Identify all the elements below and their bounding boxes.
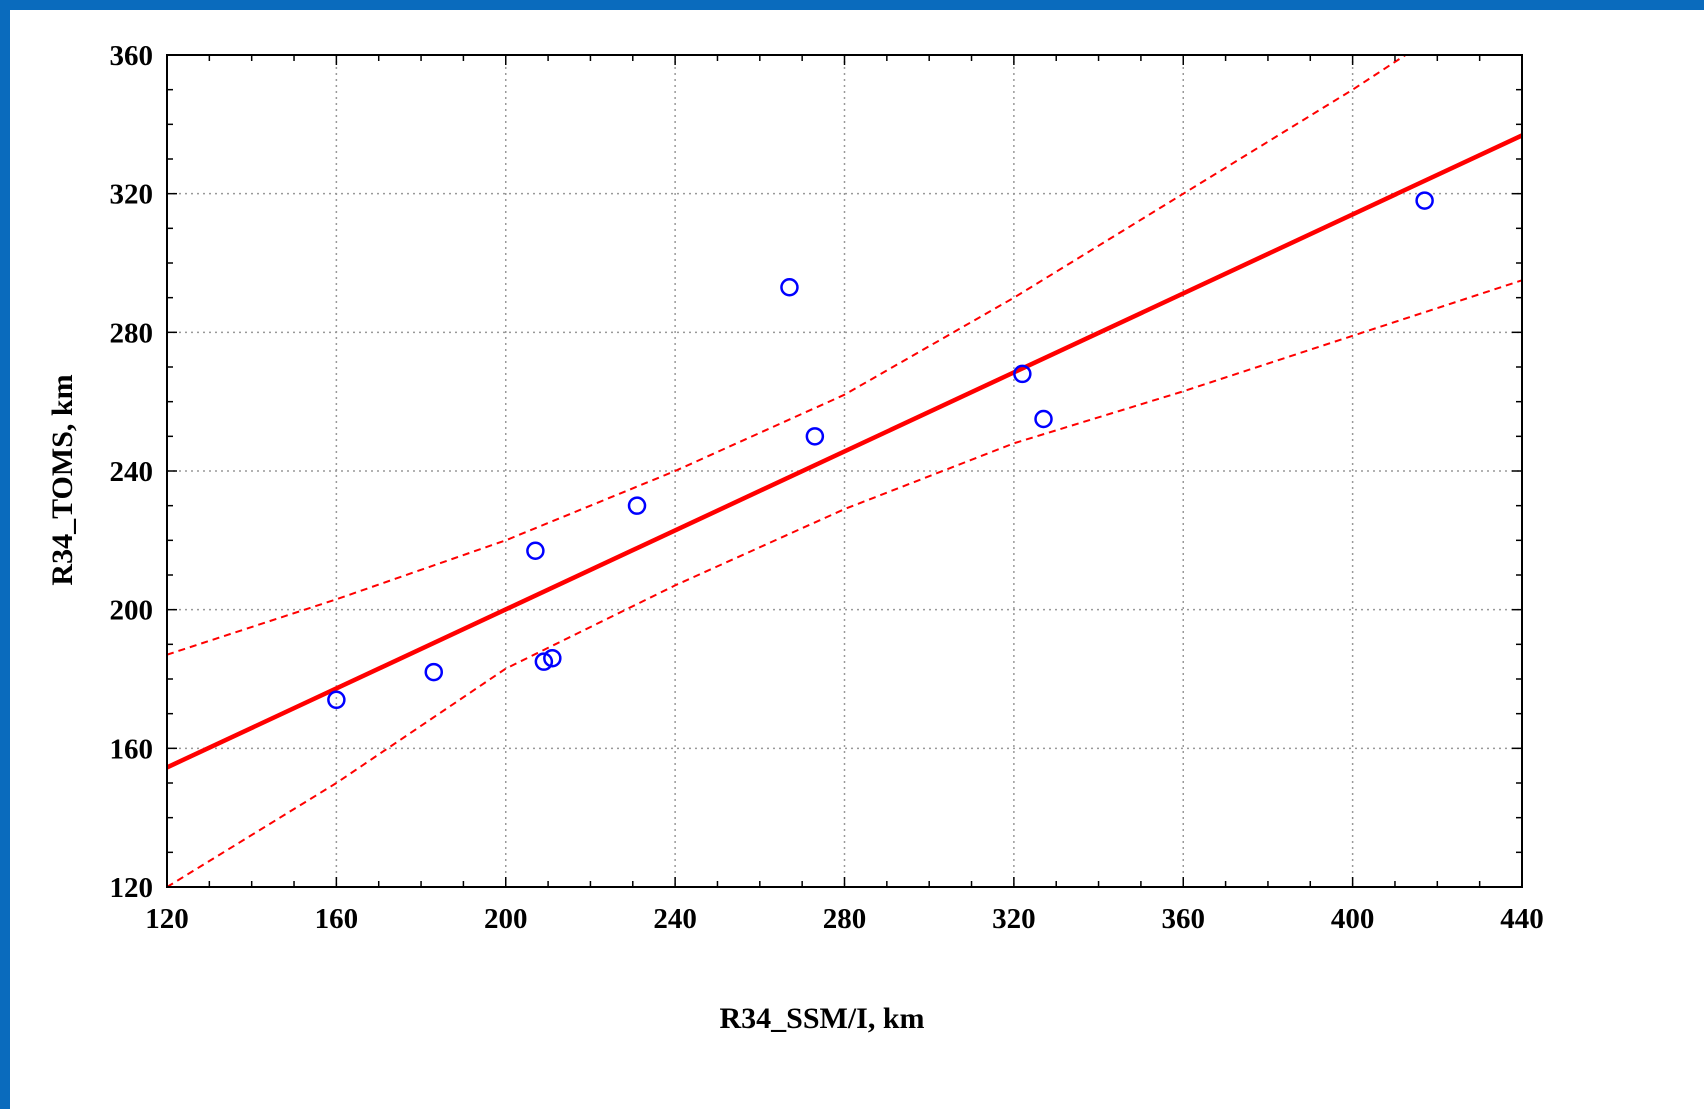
x-tick-label: 400 xyxy=(1331,903,1375,935)
y-tick-label: 160 xyxy=(110,733,154,765)
grid xyxy=(167,55,1522,887)
data-point xyxy=(805,427,825,446)
y-tick-label: 360 xyxy=(110,40,154,72)
chart-frame: 120 160 200 240 280 320 360 400 440 120 160 200 240… xyxy=(10,10,1704,1109)
data-points xyxy=(327,191,1434,710)
data-point xyxy=(327,690,346,710)
y-tick-label: 280 xyxy=(110,317,154,349)
confidence-upper-line xyxy=(167,55,1408,656)
regression-line xyxy=(166,133,1523,770)
x-tick-label: 440 xyxy=(1500,903,1544,935)
scatter-chart: 120 160 200 240 280 320 360 400 440 120 160 200 240… xyxy=(46,40,1544,1035)
y-axis-title: R34_TOMS, km xyxy=(46,374,79,585)
y-tick-labels: 120 160 200 240 280 320 360 xyxy=(110,40,154,904)
data-point xyxy=(1013,364,1032,384)
x-tick-label: 360 xyxy=(1162,903,1206,935)
x-tick-label: 320 xyxy=(992,903,1036,935)
y-tick-label: 240 xyxy=(110,456,154,488)
tick-marks xyxy=(166,54,1523,888)
data-point xyxy=(627,496,647,515)
confidence-lower-line xyxy=(167,279,1522,887)
x-tick-label: 120 xyxy=(145,903,189,935)
x-axis-title: R34_SSM/I, km xyxy=(719,1002,924,1035)
y-tick-label: 320 xyxy=(110,179,154,211)
data-point xyxy=(780,278,799,297)
data-point xyxy=(424,662,444,682)
x-tick-label: 200 xyxy=(484,903,528,935)
data-point xyxy=(543,648,562,668)
x-tick-label: 280 xyxy=(823,903,867,935)
y-tick-label: 200 xyxy=(110,595,154,627)
x-tick-label: 160 xyxy=(315,903,359,935)
data-point xyxy=(526,541,545,560)
x-tick-label: 240 xyxy=(653,903,697,935)
confidence-band xyxy=(167,55,1522,887)
regression-line-group xyxy=(166,133,1523,770)
data-point xyxy=(534,652,554,671)
y-tick-label: 120 xyxy=(110,872,154,904)
data-point xyxy=(1034,409,1053,429)
data-point xyxy=(1415,191,1434,210)
x-tick-labels: 120 160 200 240 280 320 360 400 440 xyxy=(145,903,1544,935)
